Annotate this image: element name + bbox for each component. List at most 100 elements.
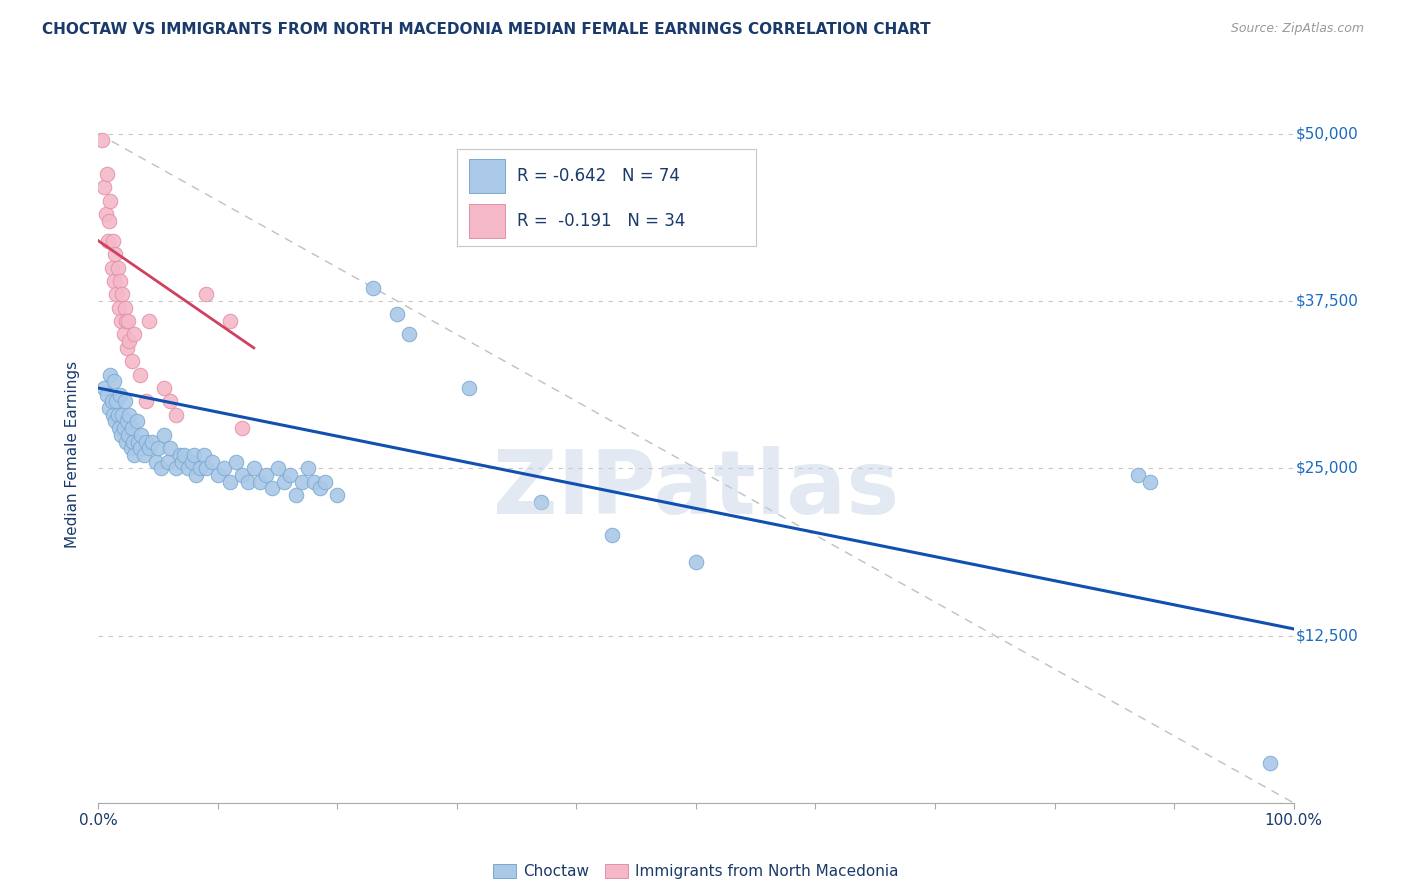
Point bbox=[153, 428, 176, 442]
Point bbox=[112, 327, 135, 342]
Text: R = -0.642   N = 74: R = -0.642 N = 74 bbox=[517, 167, 679, 185]
Point bbox=[1258, 756, 1281, 770]
Point bbox=[110, 428, 132, 442]
Point bbox=[103, 274, 125, 288]
Point bbox=[114, 394, 136, 409]
Text: R =  -0.191   N = 34: R = -0.191 N = 34 bbox=[517, 212, 685, 230]
Point bbox=[267, 461, 290, 475]
Text: $25,000: $25,000 bbox=[1296, 461, 1358, 475]
Point bbox=[104, 414, 127, 429]
Point bbox=[104, 247, 127, 261]
Point bbox=[100, 394, 122, 409]
Point bbox=[363, 280, 385, 294]
Point bbox=[173, 448, 195, 462]
Point bbox=[110, 314, 132, 328]
Point bbox=[153, 381, 176, 395]
Point bbox=[278, 467, 301, 482]
Point bbox=[260, 482, 283, 496]
Point bbox=[100, 260, 122, 275]
Point bbox=[132, 448, 155, 462]
Point bbox=[186, 467, 208, 482]
Point bbox=[107, 260, 129, 275]
Point bbox=[159, 442, 181, 455]
Y-axis label: Median Female Earnings: Median Female Earnings bbox=[65, 361, 80, 549]
Point bbox=[1139, 475, 1161, 489]
Point bbox=[111, 287, 134, 301]
Point bbox=[458, 381, 481, 395]
Point bbox=[243, 461, 266, 475]
Point bbox=[141, 434, 163, 449]
Point bbox=[93, 381, 115, 395]
Point bbox=[103, 375, 125, 389]
Point bbox=[98, 194, 122, 208]
Point bbox=[96, 167, 118, 181]
Text: $50,000: $50,000 bbox=[1296, 127, 1358, 141]
Point bbox=[127, 434, 149, 449]
Point bbox=[231, 467, 253, 482]
Point bbox=[148, 442, 170, 455]
Point bbox=[326, 488, 349, 502]
Point bbox=[159, 394, 181, 409]
Point bbox=[97, 234, 120, 248]
Point bbox=[107, 408, 129, 422]
Point bbox=[201, 455, 224, 469]
Point bbox=[121, 421, 143, 435]
Point bbox=[183, 448, 205, 462]
Point bbox=[315, 475, 337, 489]
Point bbox=[117, 428, 139, 442]
Point bbox=[207, 467, 229, 482]
Point bbox=[219, 314, 242, 328]
Point bbox=[145, 455, 167, 469]
Point bbox=[249, 475, 271, 489]
Point bbox=[91, 133, 114, 147]
Point bbox=[177, 461, 200, 475]
Point bbox=[302, 475, 325, 489]
Point bbox=[111, 408, 134, 422]
Point bbox=[156, 455, 179, 469]
Point bbox=[121, 354, 143, 368]
Text: CHOCTAW VS IMMIGRANTS FROM NORTH MACEDONIA MEDIAN FEMALE EARNINGS CORRELATION CH: CHOCTAW VS IMMIGRANTS FROM NORTH MACEDON… bbox=[42, 22, 931, 37]
Point bbox=[108, 387, 131, 401]
Point bbox=[1128, 467, 1150, 482]
Point bbox=[398, 327, 420, 342]
Point bbox=[165, 461, 187, 475]
Point bbox=[115, 341, 138, 355]
Point bbox=[290, 475, 312, 489]
Point bbox=[193, 448, 215, 462]
Point bbox=[149, 461, 172, 475]
Point bbox=[107, 421, 129, 435]
Point bbox=[254, 467, 277, 482]
Point bbox=[98, 401, 121, 416]
Point bbox=[96, 387, 118, 401]
Legend: Choctaw, Immigrants from North Macedonia: Choctaw, Immigrants from North Macedonia bbox=[486, 858, 905, 886]
Text: ZIPatlas: ZIPatlas bbox=[494, 446, 898, 533]
Point bbox=[212, 461, 235, 475]
Point bbox=[236, 475, 259, 489]
Point bbox=[385, 307, 409, 321]
Point bbox=[231, 421, 253, 435]
Point bbox=[125, 414, 148, 429]
Point bbox=[529, 494, 551, 508]
Point bbox=[308, 482, 330, 496]
Point bbox=[105, 287, 128, 301]
Point bbox=[219, 475, 242, 489]
Point bbox=[98, 368, 122, 382]
Text: $12,500: $12,500 bbox=[1296, 628, 1358, 643]
Point bbox=[98, 213, 121, 227]
Point bbox=[107, 301, 129, 315]
Point bbox=[169, 448, 191, 462]
Point bbox=[273, 475, 295, 489]
Point bbox=[135, 394, 157, 409]
Text: Source: ZipAtlas.com: Source: ZipAtlas.com bbox=[1230, 22, 1364, 36]
Point bbox=[115, 414, 138, 429]
Point bbox=[180, 455, 202, 469]
Bar bbox=[470, 159, 505, 193]
Point bbox=[600, 528, 623, 542]
Point bbox=[94, 207, 117, 221]
Point bbox=[297, 461, 319, 475]
Point bbox=[105, 394, 128, 409]
Point bbox=[172, 455, 194, 469]
Point bbox=[138, 314, 160, 328]
Point bbox=[685, 555, 707, 569]
Point bbox=[129, 442, 152, 455]
